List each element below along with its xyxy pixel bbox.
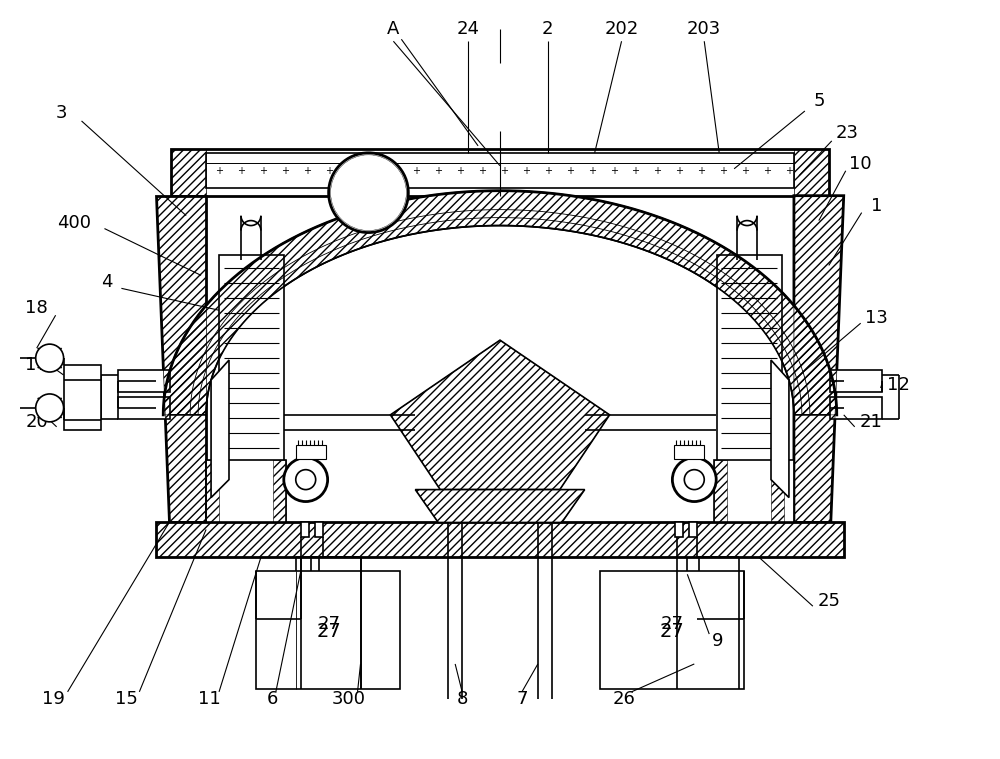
Bar	[600, 572, 744, 689]
Bar	[830, 397, 882, 419]
Text: +: +	[675, 165, 683, 176]
Bar	[315, 522, 323, 537]
Text: 4: 4	[101, 273, 112, 291]
Text: 27: 27	[661, 615, 684, 633]
Text: 25: 25	[817, 592, 840, 610]
Bar	[256, 572, 400, 689]
Text: +: +	[368, 165, 376, 176]
Text: +: +	[347, 165, 355, 176]
Circle shape	[36, 344, 64, 372]
Circle shape	[296, 470, 316, 490]
Text: +: +	[303, 165, 311, 176]
Polygon shape	[794, 196, 844, 522]
Polygon shape	[171, 149, 829, 196]
Text: +: +	[325, 165, 333, 176]
Text: +: +	[544, 165, 552, 176]
Text: 19: 19	[42, 690, 65, 708]
Text: +: +	[588, 165, 596, 176]
Bar	[674, 445, 704, 458]
Polygon shape	[156, 196, 206, 522]
Text: 15: 15	[115, 690, 138, 708]
Bar	[206, 460, 286, 522]
Text: 9: 9	[711, 632, 723, 650]
Text: +: +	[763, 165, 771, 176]
Bar	[717, 256, 782, 522]
Text: +: +	[434, 165, 442, 176]
Text: 12: 12	[887, 376, 910, 394]
Text: +: +	[566, 165, 574, 176]
Text: +: +	[610, 165, 618, 176]
Text: 202: 202	[604, 20, 639, 38]
Text: 400: 400	[57, 213, 91, 231]
Circle shape	[672, 458, 716, 502]
Bar	[675, 522, 683, 537]
Bar	[296, 445, 326, 458]
Text: 21: 21	[859, 413, 882, 431]
Circle shape	[329, 153, 408, 232]
Polygon shape	[163, 191, 837, 415]
Bar	[714, 460, 794, 522]
Text: 26: 26	[613, 690, 636, 708]
Text: 10: 10	[849, 155, 872, 173]
Text: +: +	[785, 165, 793, 176]
Text: 203: 203	[687, 20, 721, 38]
Bar	[118, 397, 170, 419]
Text: +: +	[632, 165, 640, 176]
Text: 17: 17	[25, 356, 48, 374]
Circle shape	[36, 394, 64, 422]
Bar	[301, 522, 309, 537]
Polygon shape	[771, 360, 789, 498]
Text: 8: 8	[456, 690, 468, 708]
Polygon shape	[211, 360, 229, 498]
Text: 13: 13	[865, 309, 888, 327]
Text: 27: 27	[317, 615, 340, 633]
Text: 2: 2	[542, 20, 554, 38]
Text: +: +	[456, 165, 464, 176]
Text: 23: 23	[835, 124, 858, 142]
Text: 27: 27	[316, 622, 341, 641]
Polygon shape	[390, 340, 610, 490]
Text: 27: 27	[660, 622, 685, 641]
Text: +: +	[719, 165, 727, 176]
Text: +: +	[697, 165, 705, 176]
Bar	[206, 153, 794, 187]
Circle shape	[684, 470, 704, 490]
Text: +: +	[215, 165, 223, 176]
Bar	[118, 370, 170, 392]
Text: 20: 20	[25, 413, 48, 431]
Text: 18: 18	[25, 299, 48, 317]
Text: 11: 11	[198, 690, 220, 708]
Text: 300: 300	[332, 690, 366, 708]
Text: +: +	[412, 165, 420, 176]
Text: +: +	[259, 165, 267, 176]
Bar	[64, 365, 101, 430]
Circle shape	[284, 458, 328, 502]
Text: +: +	[478, 165, 486, 176]
Text: +: +	[653, 165, 661, 176]
Polygon shape	[156, 522, 844, 557]
Text: +: +	[237, 165, 245, 176]
Text: +: +	[741, 165, 749, 176]
Text: 6: 6	[267, 690, 279, 708]
Bar	[830, 370, 882, 392]
Text: 7: 7	[516, 690, 528, 708]
Text: 5: 5	[813, 92, 825, 110]
Text: +: +	[522, 165, 530, 176]
Text: 24: 24	[457, 20, 480, 38]
Bar	[689, 522, 697, 537]
Bar	[219, 256, 284, 522]
Text: 1: 1	[871, 197, 882, 215]
Text: A: A	[387, 20, 400, 38]
Text: +: +	[390, 165, 398, 176]
Polygon shape	[415, 490, 585, 522]
Text: +: +	[281, 165, 289, 176]
Text: +: +	[500, 165, 508, 176]
Text: 3: 3	[56, 104, 67, 122]
